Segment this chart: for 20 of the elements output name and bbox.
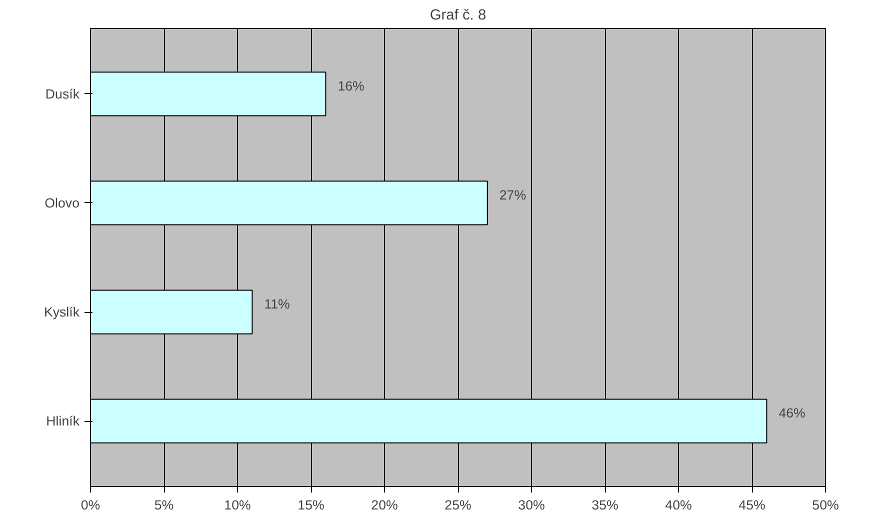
y-tick-label: Dusík: [45, 86, 80, 102]
x-tick-label: 50%: [812, 498, 839, 512]
x-tick-label: 40%: [665, 498, 692, 512]
x-tick-label: 25%: [444, 498, 472, 512]
chart-title: Graf č. 8: [430, 8, 486, 24]
x-tick-label: 20%: [371, 498, 398, 512]
x-tick-label: 45%: [738, 498, 766, 512]
y-tick-label: Olovo: [44, 195, 80, 210]
x-tick-label: 5%: [154, 498, 174, 512]
y-tick-label: Kyslík: [44, 304, 80, 320]
x-tick-label: 10%: [224, 498, 251, 512]
x-tick-label: 30%: [518, 498, 545, 512]
x-tick-label: 0%: [80, 498, 100, 512]
x-tick-label: 15%: [298, 498, 324, 512]
data-label: 11%: [264, 296, 290, 312]
y-tick-label: Hliník: [46, 414, 80, 429]
x-tick-label: 35%: [592, 498, 618, 512]
data-label: 46%: [778, 406, 806, 421]
data-label: 27%: [499, 187, 526, 202]
data-label: 16%: [338, 78, 365, 94]
